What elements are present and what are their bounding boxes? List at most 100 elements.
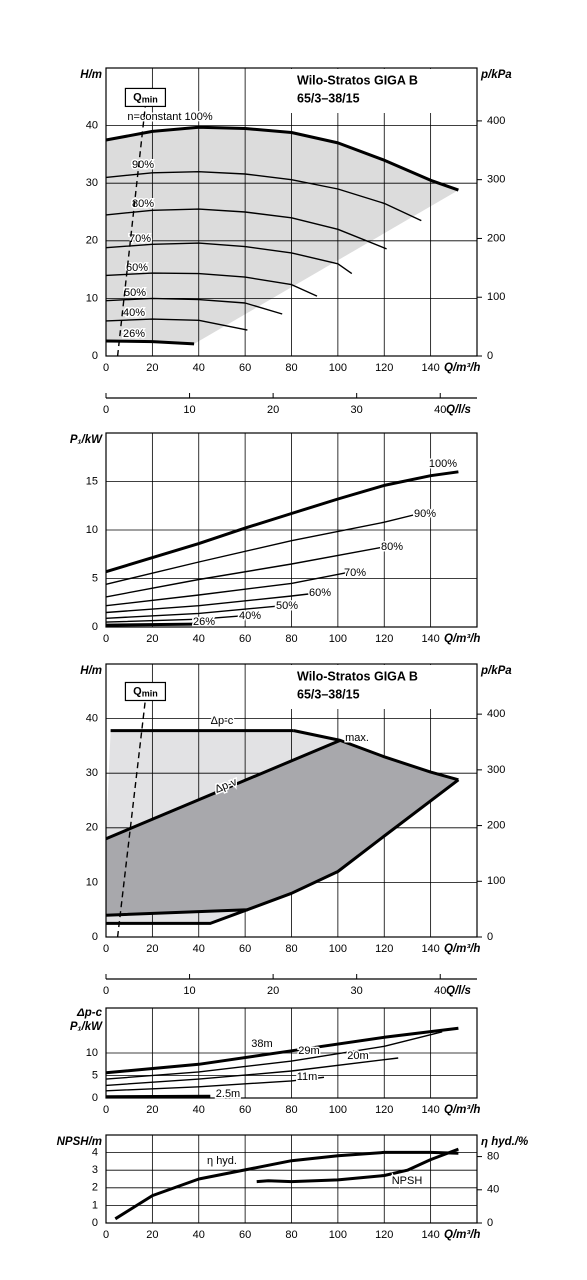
curve-label: NPSH xyxy=(392,1175,423,1187)
x-tick-label: 120 xyxy=(375,1229,393,1241)
curve xyxy=(105,571,352,607)
curve xyxy=(105,739,341,841)
curve-label: 70% xyxy=(344,567,366,579)
curve xyxy=(105,614,248,623)
y2-tick-label: 100 xyxy=(487,291,505,303)
y-tick-label: 30 xyxy=(86,767,98,779)
curve xyxy=(105,778,460,917)
y2-tick-label: 400 xyxy=(487,708,505,720)
y-axis-label: P₁/kW xyxy=(70,1021,103,1033)
y-tick-label: 5 xyxy=(92,1069,98,1081)
y2-tick-label: 40 xyxy=(487,1184,499,1196)
y-tick-label: 30 xyxy=(86,177,98,189)
y-tick-label: 10 xyxy=(86,876,98,888)
curve-label: 50% xyxy=(276,600,298,612)
operating-range xyxy=(106,127,459,344)
curve-label: η hyd. xyxy=(207,1155,237,1167)
y-tick-label: 40 xyxy=(86,120,98,132)
curve xyxy=(105,297,283,315)
x-tick-label: 0 xyxy=(103,943,109,955)
curve-label: 90% xyxy=(132,159,154,171)
plot-frame xyxy=(105,1134,478,1224)
chart-subtitle: 65/3–38/15 xyxy=(297,91,360,105)
curve-label: 90% xyxy=(414,508,436,520)
x-tick-label: 20 xyxy=(146,362,158,374)
curve xyxy=(105,208,387,250)
y-tick-label: 15 xyxy=(86,475,98,487)
x2-tick-label: 10 xyxy=(183,404,195,416)
qmin-box xyxy=(124,87,167,108)
chart-title: Wilo-Stratos GIGA B xyxy=(297,669,418,683)
x2-tick-label: 20 xyxy=(267,404,279,416)
y-tick-label: 0 xyxy=(92,1092,98,1104)
y-tick-label: 0 xyxy=(92,350,98,362)
x-tick-label: 60 xyxy=(239,1104,251,1116)
x-tick-label: 40 xyxy=(193,1229,205,1241)
curve-label: 40% xyxy=(239,610,261,622)
x2-tick-label: 0 xyxy=(103,985,109,997)
curve xyxy=(105,511,424,585)
x-tick-label: 140 xyxy=(421,362,439,374)
y2-tick-label: 400 xyxy=(487,115,505,127)
x-tick-label: 100 xyxy=(329,1229,347,1241)
x-tick-label: 120 xyxy=(375,943,393,955)
y2-axis-label: p/kPa xyxy=(480,69,512,81)
curve xyxy=(105,592,318,614)
title-box xyxy=(289,69,476,113)
curve xyxy=(105,318,248,331)
curve xyxy=(105,339,195,346)
x-axis-label: Q/m³/h xyxy=(444,1229,480,1241)
y-tick-label: 20 xyxy=(86,235,98,247)
curve xyxy=(256,1147,459,1184)
x-tick-label: 0 xyxy=(103,633,109,645)
curve-label: 70% xyxy=(129,233,151,245)
x-tick-label: 120 xyxy=(375,362,393,374)
x2-tick-label: 20 xyxy=(267,985,279,997)
curve xyxy=(105,272,318,297)
x-tick-label: 40 xyxy=(193,633,205,645)
y2-tick-label: 0 xyxy=(487,350,493,362)
curve-label: 29m xyxy=(298,1045,319,1057)
curve xyxy=(105,1026,459,1075)
curve xyxy=(105,1094,211,1099)
x2-tick-label: 10 xyxy=(183,985,195,997)
y2-tick-label: 200 xyxy=(487,232,505,244)
y-axis-label: H/m xyxy=(80,665,102,677)
y-tick-label: 0 xyxy=(92,1217,98,1229)
curve xyxy=(105,1076,325,1092)
x-tick-label: 120 xyxy=(375,633,393,645)
y-tick-label: 0 xyxy=(92,621,98,633)
qmin-line xyxy=(116,105,147,357)
chart-subtitle: 65/3–38/15 xyxy=(297,687,360,701)
curve-label: 38m xyxy=(251,1038,272,1050)
variable-range xyxy=(106,740,459,916)
plot-frame xyxy=(105,663,478,938)
chart-title: Wilo-Stratos GIGA B xyxy=(297,73,418,87)
curve-label: 60% xyxy=(126,262,148,274)
curve-label: 60% xyxy=(309,587,331,599)
y-tick-label: 10 xyxy=(86,292,98,304)
qmin-q: Q xyxy=(133,685,142,697)
y2-tick-label: 0 xyxy=(487,1217,493,1229)
y-tick-label: 40 xyxy=(86,713,98,725)
qmin-box xyxy=(124,681,167,702)
x-tick-label: 0 xyxy=(103,362,109,374)
x-tick-label: 140 xyxy=(421,1104,439,1116)
low-range xyxy=(106,909,248,924)
x-tick-label: 80 xyxy=(285,1104,297,1116)
x-tick-label: 60 xyxy=(239,943,251,955)
x-tick-label: 80 xyxy=(285,943,297,955)
y2-axis-label: p/kPa xyxy=(480,665,512,677)
x-axis-label: Q/m³/h xyxy=(444,633,480,645)
x-tick-label: 100 xyxy=(329,633,347,645)
y2-tick-label: 100 xyxy=(487,875,505,887)
x-tick-label: 20 xyxy=(146,1229,158,1241)
curve xyxy=(105,125,459,192)
x-tick-label: 40 xyxy=(193,943,205,955)
x-tick-label: 80 xyxy=(285,1229,297,1241)
curve-label: 80% xyxy=(381,541,403,553)
qmin-sub: min xyxy=(142,95,158,105)
curve-label: Δp-c xyxy=(211,715,234,727)
curve-label: 20m xyxy=(347,1050,368,1062)
y-axis-label: P₁/kW xyxy=(70,434,103,446)
